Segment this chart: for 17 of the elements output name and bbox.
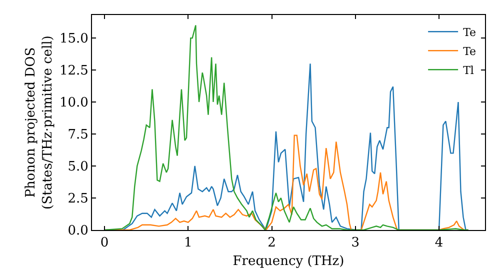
x-tick-label: 3	[351, 236, 360, 251]
x-tick-label: 1	[184, 236, 192, 251]
y-tick-label: 2.5	[68, 192, 88, 207]
x-tick-label: 0	[100, 236, 109, 251]
y-tick-label: 12.5	[59, 64, 88, 79]
y-tick-label: 5.0	[68, 160, 88, 175]
y-tick-label: 7.5	[68, 128, 88, 143]
x-axis-title: Frequency (THz)	[232, 254, 344, 270]
y-tick-label: 15.0	[59, 32, 88, 47]
y-tick-label: 0.0	[68, 224, 88, 239]
legend-label: Te	[463, 44, 476, 58]
legend-label: Te	[463, 26, 476, 39]
x-tick-label: 2	[268, 236, 276, 251]
y-tick-label: 10.0	[59, 96, 88, 111]
y-axis-title: Phonon projected DOS (States/THz·primitive cell)	[23, 35, 56, 210]
x-tick-label: 4	[434, 236, 444, 251]
legend-label: Tl	[463, 64, 474, 77]
